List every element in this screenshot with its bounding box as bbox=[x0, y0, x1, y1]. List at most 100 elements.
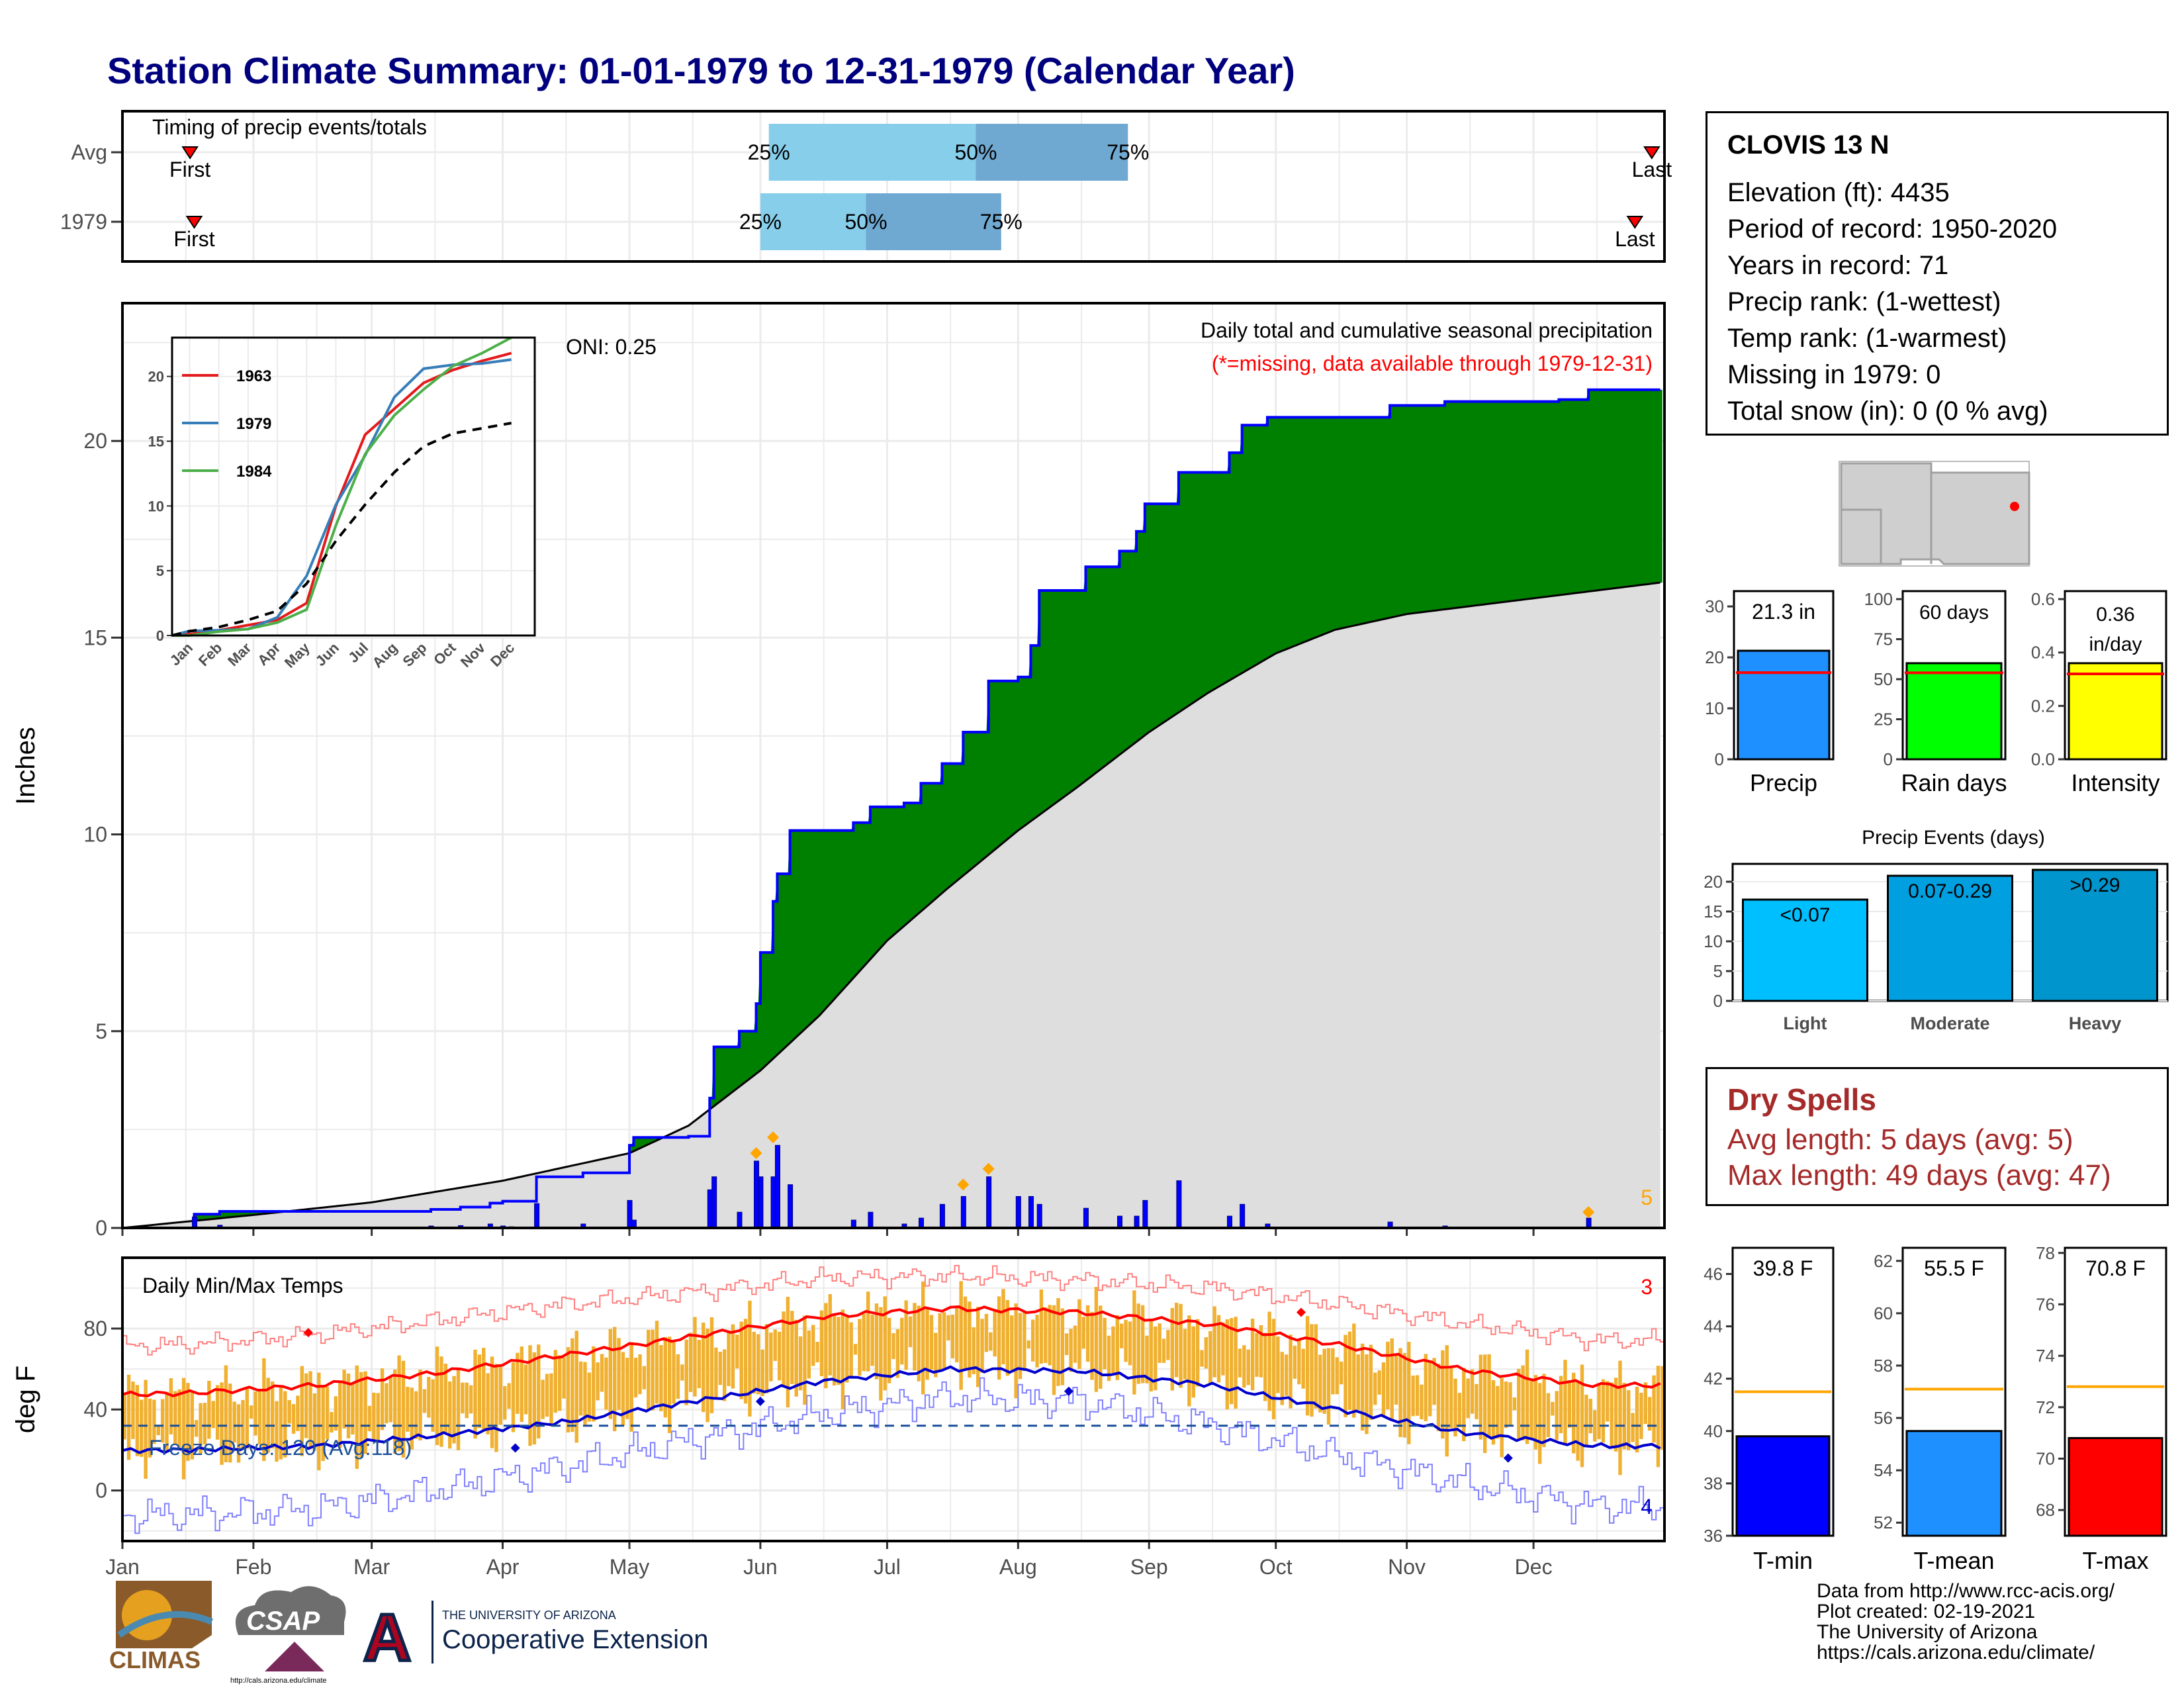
daily-temp-bar bbox=[1044, 1307, 1048, 1363]
inset-y-tick-label: 20 bbox=[148, 369, 164, 385]
temps-x-tick-label: Jan bbox=[105, 1555, 140, 1579]
daily-temp-bar bbox=[1533, 1375, 1537, 1450]
record-low-marker bbox=[1064, 1386, 1073, 1396]
daily-temp-bar bbox=[1588, 1399, 1592, 1434]
daily-temp-bar bbox=[739, 1321, 743, 1399]
temps-x-tick-label: Mar bbox=[353, 1555, 390, 1579]
daily-temp-bar bbox=[659, 1344, 663, 1411]
events-bar-label: >0.29 bbox=[2070, 874, 2120, 896]
credits: Data from http://www.rcc-acis.org/ Plot … bbox=[1817, 1581, 2115, 1663]
daily-temp-bar bbox=[122, 1394, 126, 1440]
daily-temp-bar bbox=[938, 1313, 942, 1372]
daily-temp-bar bbox=[266, 1378, 270, 1453]
daily-temp-bar bbox=[638, 1354, 642, 1395]
daily-temp-bar bbox=[1301, 1348, 1305, 1389]
temps-x-tick-label: Aug bbox=[999, 1555, 1037, 1579]
daily-temp-bar bbox=[997, 1296, 1001, 1380]
daily-temp-bar bbox=[1263, 1333, 1267, 1401]
daily-temp-bar bbox=[968, 1301, 972, 1378]
daily-temp-bar bbox=[773, 1329, 777, 1361]
daily-temp-bar bbox=[1546, 1393, 1551, 1438]
daily-temp-bar bbox=[126, 1374, 131, 1460]
daily-temp-bar bbox=[1390, 1338, 1394, 1419]
station-name: CLOVIS 13 N bbox=[1727, 130, 1889, 160]
daily-temp-bar bbox=[224, 1365, 228, 1462]
daily-temp-bar bbox=[760, 1349, 764, 1397]
intensity-y-tick-label: 0.2 bbox=[2031, 696, 2055, 716]
daily-temp-bar bbox=[1542, 1374, 1546, 1448]
tmin-y-tick-label: 44 bbox=[1704, 1317, 1723, 1336]
daily-temp-bar bbox=[642, 1366, 647, 1389]
daily-temp-bar bbox=[1411, 1376, 1415, 1417]
daily-temp-bar bbox=[858, 1319, 862, 1376]
tmean-y-tick-label: 58 bbox=[1874, 1356, 1893, 1376]
daily-temp-bar bbox=[165, 1391, 169, 1450]
precip-daily-bar bbox=[534, 1203, 540, 1229]
temps-x-tick-label: Apr bbox=[486, 1555, 520, 1579]
timing-quartile-50-75 bbox=[976, 124, 1128, 181]
daily-temp-bar bbox=[1567, 1380, 1572, 1428]
precip_total-y-tick-label: 30 bbox=[1705, 596, 1724, 616]
precip_total-y-tick-label: 10 bbox=[1705, 698, 1724, 718]
daily-temp-bar bbox=[1635, 1386, 1639, 1453]
tmin-axis-label: T-min bbox=[1753, 1547, 1813, 1574]
daily-temp-bar bbox=[279, 1386, 283, 1460]
daily-temp-bar bbox=[1428, 1360, 1432, 1417]
timing-q50-label: 50% bbox=[954, 140, 997, 164]
daily-temp-bar bbox=[1559, 1376, 1563, 1434]
precip-daily-bar bbox=[918, 1217, 924, 1229]
precip-cumulative-line bbox=[122, 388, 1661, 1229]
daily-temp-bar bbox=[1639, 1393, 1643, 1439]
daily-temp-bar bbox=[1056, 1298, 1060, 1386]
inset-series-1984-line bbox=[172, 336, 512, 637]
timing-first-marker bbox=[181, 146, 199, 160]
daily-temp-bar bbox=[921, 1281, 925, 1395]
daily-temp-bar bbox=[1525, 1349, 1529, 1444]
record-low-marker bbox=[1503, 1453, 1513, 1463]
daily-temp-bar bbox=[1483, 1354, 1487, 1453]
daily-temp-bar bbox=[1475, 1383, 1479, 1419]
tmean-y-tick-label: 60 bbox=[1874, 1303, 1893, 1323]
summary-bar-tmean: 52 54 56 58 60 62 55.5 F T-mean bbox=[1874, 1246, 2007, 1574]
precip-daily-bar bbox=[1134, 1215, 1140, 1229]
inset-legend-label: 1979 bbox=[236, 415, 271, 433]
daily-temp-bar bbox=[215, 1385, 220, 1440]
daily-temp-bar bbox=[195, 1420, 199, 1437]
daily-temp-bar bbox=[338, 1382, 342, 1448]
daily-temp-bar bbox=[731, 1324, 735, 1389]
daily-temp-bar bbox=[385, 1383, 388, 1424]
precip-climatology-area bbox=[122, 583, 1661, 1228]
daily-temp-bar bbox=[1453, 1378, 1457, 1437]
daily-temp-bar bbox=[367, 1405, 372, 1432]
climas-swoosh bbox=[117, 1611, 213, 1638]
daily-temp-bar bbox=[663, 1336, 667, 1418]
tmean-y-tick-label: 54 bbox=[1874, 1460, 1893, 1480]
daily-temp-bar bbox=[245, 1387, 250, 1449]
daily-temp-bar bbox=[558, 1355, 562, 1411]
daily-temp-bar bbox=[1175, 1302, 1179, 1378]
daily-temp-bar bbox=[1187, 1315, 1191, 1407]
station-temp-rank: Temp rank: (1-warmest) bbox=[1727, 324, 2007, 353]
precip-daily-bar bbox=[868, 1211, 874, 1229]
daily-temp-bar bbox=[1529, 1380, 1533, 1439]
daily-temp-bar bbox=[1521, 1365, 1525, 1440]
precip-daily-bar bbox=[1142, 1199, 1148, 1229]
daily-temp-bar bbox=[1212, 1306, 1216, 1378]
daily-temp-bar bbox=[1424, 1354, 1428, 1421]
daily-temp-bar bbox=[1077, 1299, 1081, 1370]
daily-temp-bar bbox=[477, 1354, 482, 1429]
daily-temp-bar bbox=[1466, 1378, 1470, 1419]
daily-temp-bar bbox=[959, 1281, 963, 1390]
precip-daily-bar bbox=[1015, 1196, 1021, 1229]
daily-temp-bar bbox=[1537, 1383, 1542, 1464]
tmin-y-tick-label: 46 bbox=[1704, 1264, 1723, 1284]
daily-temp-bar bbox=[135, 1385, 140, 1456]
daily-temps-panel: Daily Min/Max Temps Freeze Days: 120 (Avg… bbox=[11, 1256, 1666, 1579]
daily-temp-bar bbox=[647, 1330, 651, 1411]
daily-temp-bar bbox=[1276, 1336, 1280, 1393]
daily-temp-bar bbox=[1166, 1330, 1170, 1360]
daily-temp-bar bbox=[1661, 1366, 1664, 1450]
daily-temp-bar bbox=[1085, 1305, 1090, 1362]
precip-daily-bar bbox=[1083, 1207, 1089, 1229]
